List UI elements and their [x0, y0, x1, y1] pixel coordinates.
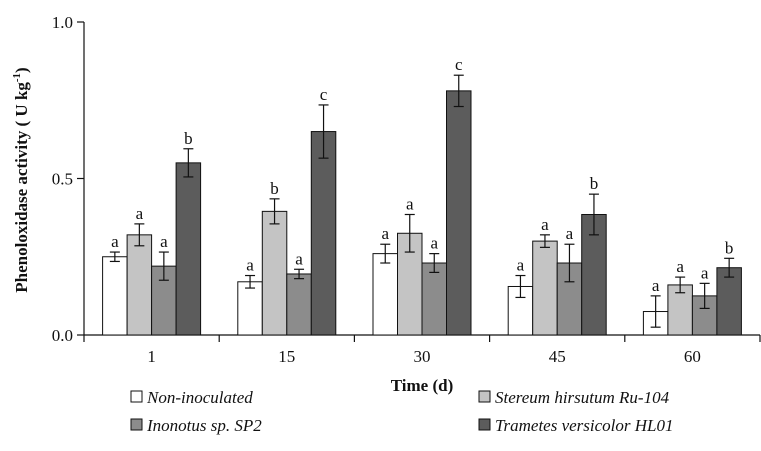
- x-tick-label: 1: [147, 347, 156, 366]
- y-tick-label: 0.5: [52, 170, 73, 189]
- legend-label: Stereum hirsutum Ru-104: [495, 388, 670, 407]
- bar: [237, 281, 263, 336]
- significance-letter: b: [184, 129, 193, 148]
- x-axis-title: Time (d): [391, 376, 454, 395]
- significance-letter: b: [590, 174, 599, 193]
- legend-label: Trametes versicolor HL01: [495, 416, 674, 435]
- y-tick-label: 1.0: [52, 13, 73, 32]
- x-tick-label: 15: [278, 347, 295, 366]
- significance-letter: b: [725, 238, 734, 257]
- bar: [286, 273, 312, 336]
- significance-letter: a: [676, 257, 684, 276]
- significance-letter: a: [517, 256, 525, 275]
- significance-letter: a: [652, 276, 660, 295]
- bar: [532, 240, 558, 336]
- legend-swatch: [130, 390, 143, 403]
- significance-letter: a: [136, 204, 144, 223]
- bar: [102, 256, 128, 336]
- significance-letter: c: [320, 85, 328, 104]
- significance-letter: a: [541, 215, 549, 234]
- x-tick-label: 60: [684, 347, 701, 366]
- bar: [261, 210, 288, 336]
- bar: [421, 262, 447, 336]
- x-tick-label: 30: [414, 347, 431, 366]
- bar: [310, 131, 337, 336]
- x-tick-label: 45: [549, 347, 566, 366]
- error-bars: [109, 74, 735, 328]
- bar: [372, 253, 398, 336]
- legend-label: Inonotus sp. SP2: [146, 416, 262, 435]
- y-tick-label: 0.0: [52, 326, 73, 345]
- legend-swatch: [478, 390, 491, 403]
- bar: [126, 234, 153, 336]
- significance-letter: a: [160, 232, 168, 251]
- legend-label: Non-inoculated: [146, 388, 253, 407]
- legend-swatch: [130, 418, 143, 431]
- x-ticks: 1 15 30 45 60: [83, 335, 761, 366]
- significance-letter: a: [295, 249, 303, 268]
- bars: [102, 90, 742, 336]
- bar: [175, 162, 202, 336]
- significance-letter: a: [701, 263, 709, 282]
- legend-swatch: [478, 418, 491, 431]
- y-axis-title: Phenoloxidase activity ( U kg-1): [11, 67, 31, 292]
- significance-letter: a: [430, 234, 438, 253]
- significance-letter: a: [406, 194, 414, 213]
- significance-letter: c: [455, 55, 463, 74]
- significance-letter: a: [566, 224, 574, 243]
- significance-letter: a: [246, 256, 254, 275]
- bar: [716, 267, 742, 336]
- significance-letter: a: [381, 224, 389, 243]
- legend: Non-inoculated Stereum hirsutum Ru-104 Ino…: [130, 388, 674, 435]
- bar: [446, 90, 472, 336]
- significance-letter: a: [111, 232, 119, 251]
- significance-letter: b: [270, 179, 279, 198]
- y-ticks: 0.0 0.5 1.0: [52, 13, 84, 345]
